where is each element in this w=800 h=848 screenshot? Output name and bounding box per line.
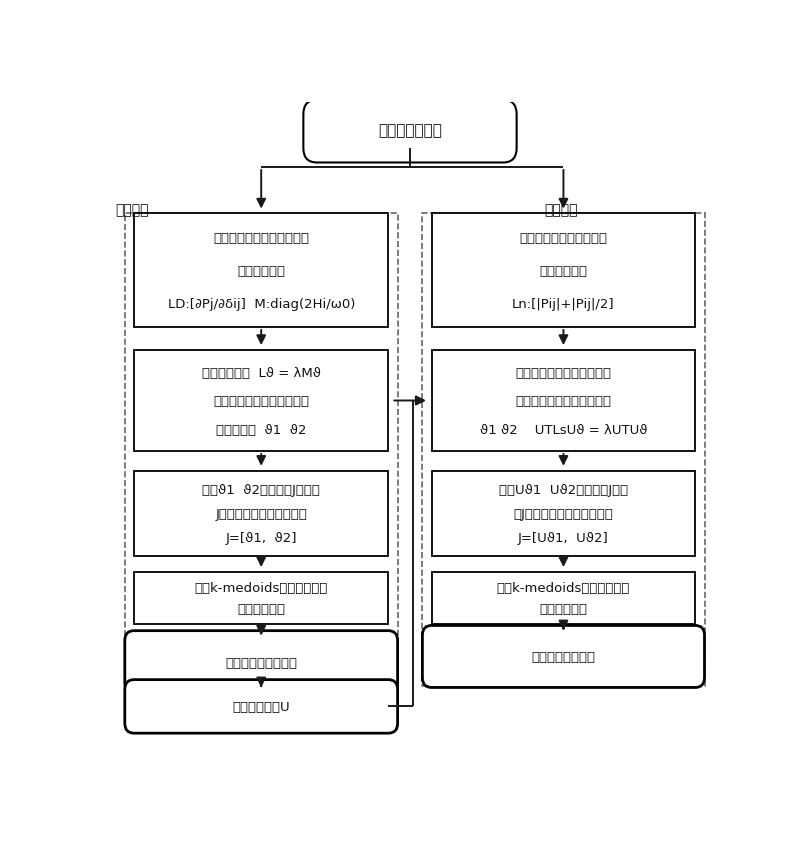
Text: 构造约束矩阵U: 构造约束矩阵U	[232, 701, 290, 714]
FancyBboxPatch shape	[432, 213, 695, 327]
Text: 得到最小的两个特征值对应: 得到最小的两个特征值对应	[214, 395, 310, 409]
Bar	[125, 213, 398, 725]
FancyBboxPatch shape	[134, 350, 388, 451]
Text: J=[Uϑ1,  Uϑ2]: J=[Uϑ1, Uϑ2]	[518, 532, 609, 545]
FancyBboxPatch shape	[422, 626, 705, 688]
Text: 类，分为两组: 类，分为两组	[238, 603, 286, 616]
Text: LD:[∂Pj/∂δij]  M:diag(2Hi/ω0): LD:[∂Pj/∂δij] M:diag(2Hi/ω0)	[167, 298, 355, 310]
Text: 图，得到矩阵: 图，得到矩阵	[539, 265, 587, 278]
Text: 取J的行向量对应图的节点。: 取J的行向量对应图的节点。	[514, 508, 614, 521]
Text: 利用k-medoids对节点进行聚: 利用k-medoids对节点进行聚	[497, 582, 630, 595]
Text: J的行向量对应图的节点。: J的行向量对应图的节点。	[215, 508, 307, 521]
FancyBboxPatch shape	[432, 572, 695, 624]
Text: 类，分为两组: 类，分为两组	[539, 603, 587, 616]
Text: 构造包含所有节点的静态: 构造包含所有节点的静态	[519, 232, 607, 245]
FancyBboxPatch shape	[303, 100, 517, 163]
FancyBboxPatch shape	[432, 350, 695, 451]
Text: 两个特征值对应的特征向量: 两个特征值对应的特征向量	[515, 395, 611, 409]
Bar	[422, 213, 705, 686]
Text: 求解下列特征方程，求最小: 求解下列特征方程，求最小	[515, 366, 611, 380]
FancyBboxPatch shape	[432, 471, 695, 555]
Text: 电网拓扑、参数: 电网拓扑、参数	[378, 124, 442, 138]
FancyBboxPatch shape	[134, 572, 388, 624]
FancyBboxPatch shape	[134, 471, 388, 555]
Text: 构造只含发电机节点的动态: 构造只含发电机节点的动态	[214, 232, 310, 245]
Text: 第二阶段: 第二阶段	[544, 203, 578, 217]
Text: 求解特征方程  Lϑ = λMϑ: 求解特征方程 Lϑ = λMϑ	[202, 366, 321, 380]
Text: 利用Uϑ1  Uϑ2构造矩阵J，选: 利用Uϑ1 Uϑ2构造矩阵J，选	[499, 483, 628, 497]
FancyBboxPatch shape	[134, 213, 388, 327]
Text: 第一阶段: 第一阶段	[115, 203, 149, 217]
Text: J=[ϑ1,  ϑ2]: J=[ϑ1, ϑ2]	[226, 532, 297, 545]
Text: Ln:[|Pij|+|Pij|/2]: Ln:[|Pij|+|Pij|/2]	[512, 298, 614, 310]
FancyBboxPatch shape	[125, 631, 398, 693]
Text: 所有节点聚类结果: 所有节点聚类结果	[531, 651, 595, 664]
Text: 图，得到矩阵: 图，得到矩阵	[238, 265, 286, 278]
Text: ϑ1 ϑ2    UTLsUϑ = λUTUϑ: ϑ1 ϑ2 UTLsUϑ = λUTUϑ	[480, 424, 647, 438]
Text: 利用ϑ1  ϑ2构造矩阵J，选取: 利用ϑ1 ϑ2构造矩阵J，选取	[202, 483, 320, 497]
Text: 发电机节点聚类结果: 发电机节点聚类结果	[226, 656, 298, 670]
FancyBboxPatch shape	[125, 679, 398, 734]
Text: 利用k-medoids对节点进行聚: 利用k-medoids对节点进行聚	[194, 582, 328, 595]
Text: 的特征向量  ϑ1  ϑ2: 的特征向量 ϑ1 ϑ2	[216, 424, 306, 438]
